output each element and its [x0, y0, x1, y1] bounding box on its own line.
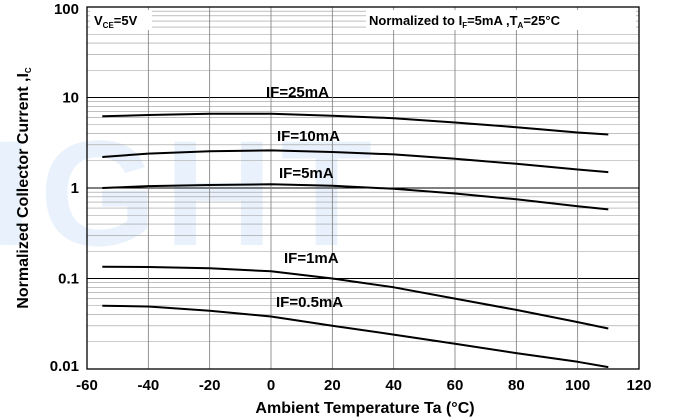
minor-gridlines — [87, 10, 639, 343]
y-tick-label: 100 — [54, 1, 79, 18]
y-tick-label: 10 — [62, 90, 79, 107]
y-tick-labels: 0.01 0.1 1 10 100 — [50, 1, 79, 375]
condition-right: Normalized to IF=5mA ,TA=25°C — [369, 13, 561, 30]
series-line-if-5ma — [102, 183, 609, 211]
x-axis-title: Ambient Temperature Ta (°C) — [255, 400, 474, 417]
y-tick-label: 0.01 — [50, 358, 79, 375]
plot-frame — [86, 6, 640, 370]
x-tick-label: -20 — [199, 377, 221, 394]
condition-left-rest: =5V — [114, 13, 138, 28]
condition-left-bg — [90, 10, 152, 30]
y-tick-label: 1 — [71, 180, 79, 197]
x-tick-label: -60 — [76, 377, 98, 394]
series-lines — [102, 112, 609, 369]
series-label-if-5ma: IF=5mA — [279, 165, 334, 182]
x-tick-label: 120 — [626, 377, 651, 394]
condition-right-mid: =5mA ,T — [467, 13, 518, 28]
series-label-if-10ma: IF=10mA — [277, 128, 340, 145]
x-tick-label: 0 — [267, 377, 275, 394]
y-axis-title: Normalized Collector Current ,IC — [15, 67, 33, 309]
series-line-if-25ma — [102, 112, 609, 136]
series-line-if-0-5ma — [102, 304, 609, 369]
condition-left-sub: CE — [103, 21, 115, 30]
series-label-if-25ma: IF=25mA — [266, 84, 329, 101]
condition-right-rest: =25°C — [523, 13, 560, 28]
x-tick-labels: -60 -40 -20 0 20 40 60 80 100 120 — [76, 377, 651, 394]
x-tick-label: -40 — [137, 377, 159, 394]
y-tick-label: 0.1 — [58, 271, 79, 288]
condition-right-sub2: A — [518, 21, 524, 30]
x-tick-label: 40 — [385, 377, 402, 394]
x-tick-label: 20 — [324, 377, 341, 394]
condition-left-main: V — [94, 13, 103, 28]
condition-right-bg — [366, 10, 636, 30]
condition-right-sub1: F — [462, 21, 467, 30]
watermark: IGHT — [0, 109, 380, 277]
condition-left: VCE=5V — [94, 13, 138, 30]
y-axis-title-sub: C — [24, 67, 33, 73]
x-tick-label: 100 — [565, 377, 590, 394]
x-tick-label: 60 — [447, 377, 464, 394]
series-label-if-1ma: IF=1mA — [284, 250, 339, 267]
x-tick-label: 80 — [508, 377, 525, 394]
series-line-if-10ma — [102, 149, 609, 174]
series-line-if-1ma — [102, 265, 609, 330]
series-label-if-0-5ma: IF=0.5mA — [276, 294, 343, 311]
condition-right-main: Normalized to I — [369, 13, 462, 28]
y-axis-title-main: Normalized Collector Current ,I — [15, 73, 32, 309]
